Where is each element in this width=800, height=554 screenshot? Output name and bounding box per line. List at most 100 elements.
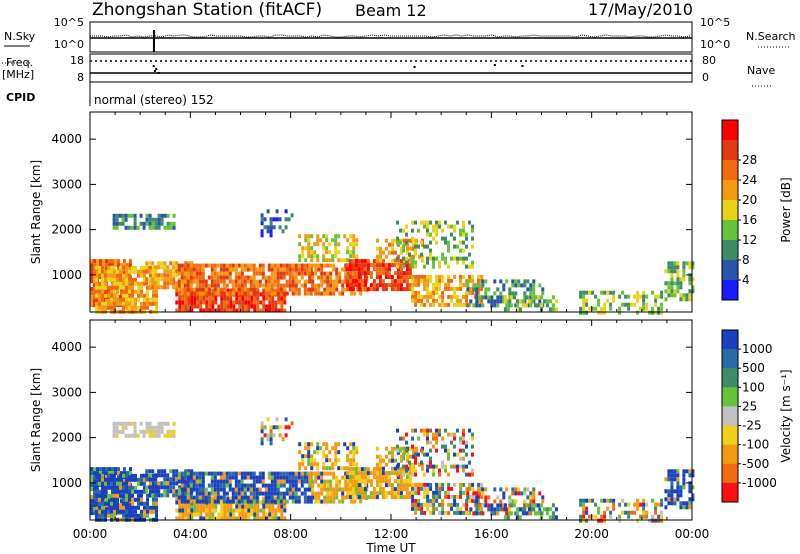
data-cell xyxy=(260,421,264,426)
data-cell xyxy=(357,259,361,264)
data-cell xyxy=(670,485,674,490)
data-cell xyxy=(120,499,123,504)
data-cell xyxy=(340,258,344,263)
data-cell xyxy=(169,277,173,282)
data-cell xyxy=(420,302,424,307)
data-cell xyxy=(137,493,140,498)
data-cell xyxy=(120,291,123,296)
data-cell xyxy=(154,217,158,222)
data-cell xyxy=(308,267,312,272)
data-cell xyxy=(177,271,181,276)
colorbar-tick-label: 8 xyxy=(742,253,750,267)
data-cell xyxy=(459,486,463,491)
data-cell xyxy=(420,510,424,515)
data-cell xyxy=(258,271,262,276)
y-tick-label: 2000 xyxy=(51,431,82,445)
data-cell xyxy=(594,294,598,299)
data-cell xyxy=(199,304,203,309)
data-cell xyxy=(579,518,583,523)
data-cell xyxy=(316,242,320,247)
data-cell xyxy=(288,279,292,284)
data-cell xyxy=(346,238,350,243)
data-cell xyxy=(447,286,451,291)
data-cell xyxy=(679,485,683,490)
data-cell xyxy=(154,273,158,278)
data-cell xyxy=(307,238,311,243)
data-cell xyxy=(149,297,152,302)
data-cell xyxy=(387,479,391,484)
data-cell xyxy=(117,475,120,480)
data-cell xyxy=(438,294,442,299)
data-cell xyxy=(406,250,409,255)
data-cell xyxy=(172,277,176,282)
data-cell xyxy=(548,515,552,520)
data-cell xyxy=(627,302,631,307)
data-cell xyxy=(670,289,674,294)
data-cell xyxy=(195,283,199,288)
data-cell xyxy=(667,497,671,502)
data-cell xyxy=(375,471,379,476)
data-cell xyxy=(249,471,253,476)
data-cell xyxy=(414,460,417,465)
data-cell xyxy=(332,283,336,288)
data-cell xyxy=(441,444,444,449)
data-cell xyxy=(152,265,155,270)
data-cell xyxy=(344,275,348,280)
data-cell xyxy=(382,250,385,255)
data-cell xyxy=(459,278,463,283)
data-cell xyxy=(180,483,184,488)
data-cell xyxy=(323,275,327,280)
data-cell xyxy=(355,254,359,259)
data-cell xyxy=(462,220,465,225)
data-cell xyxy=(423,482,427,487)
data-cell xyxy=(101,501,104,506)
data-cell xyxy=(372,263,376,268)
data-cell xyxy=(246,487,250,492)
data-cell xyxy=(400,250,403,255)
data-cell xyxy=(335,495,339,500)
data-cell xyxy=(468,302,472,307)
data-cell xyxy=(222,263,226,268)
data-cell xyxy=(326,495,330,500)
data-cell xyxy=(216,263,220,268)
data-cell xyxy=(137,477,140,482)
data-cell xyxy=(679,297,683,302)
data-cell xyxy=(308,279,312,284)
data-cell xyxy=(471,236,474,241)
data-cell xyxy=(163,433,167,438)
data-cell xyxy=(126,471,129,476)
data-cell xyxy=(110,273,113,278)
data-cell xyxy=(145,277,149,282)
data-cell xyxy=(217,512,221,517)
data-cell xyxy=(308,471,312,476)
data-cell xyxy=(352,234,356,239)
data-cell xyxy=(456,286,460,291)
data-cell xyxy=(453,244,456,249)
data-cell xyxy=(122,273,125,278)
data-cell xyxy=(447,224,450,229)
data-cell xyxy=(247,296,251,301)
data-cell xyxy=(642,510,646,515)
data-cell xyxy=(262,512,266,517)
data-cell xyxy=(411,228,414,233)
data-cell xyxy=(146,305,149,310)
data-cell xyxy=(481,503,485,508)
data-cell xyxy=(122,297,125,302)
data-cell xyxy=(195,275,199,280)
data-cell xyxy=(146,501,149,506)
data-cell xyxy=(355,450,359,455)
nsky-label: N.Sky xyxy=(4,30,36,43)
data-cell xyxy=(670,269,674,274)
data-cell xyxy=(214,504,218,509)
data-cell xyxy=(382,258,385,263)
data-cell xyxy=(319,446,323,451)
data-cell xyxy=(260,437,264,442)
data-cell xyxy=(260,217,264,222)
data-cell xyxy=(309,267,313,272)
data-cell xyxy=(234,491,238,496)
data-cell xyxy=(237,479,241,484)
data-cell xyxy=(301,458,305,463)
data-cell xyxy=(112,433,116,438)
data-cell xyxy=(181,308,185,313)
data-cell xyxy=(376,462,379,467)
